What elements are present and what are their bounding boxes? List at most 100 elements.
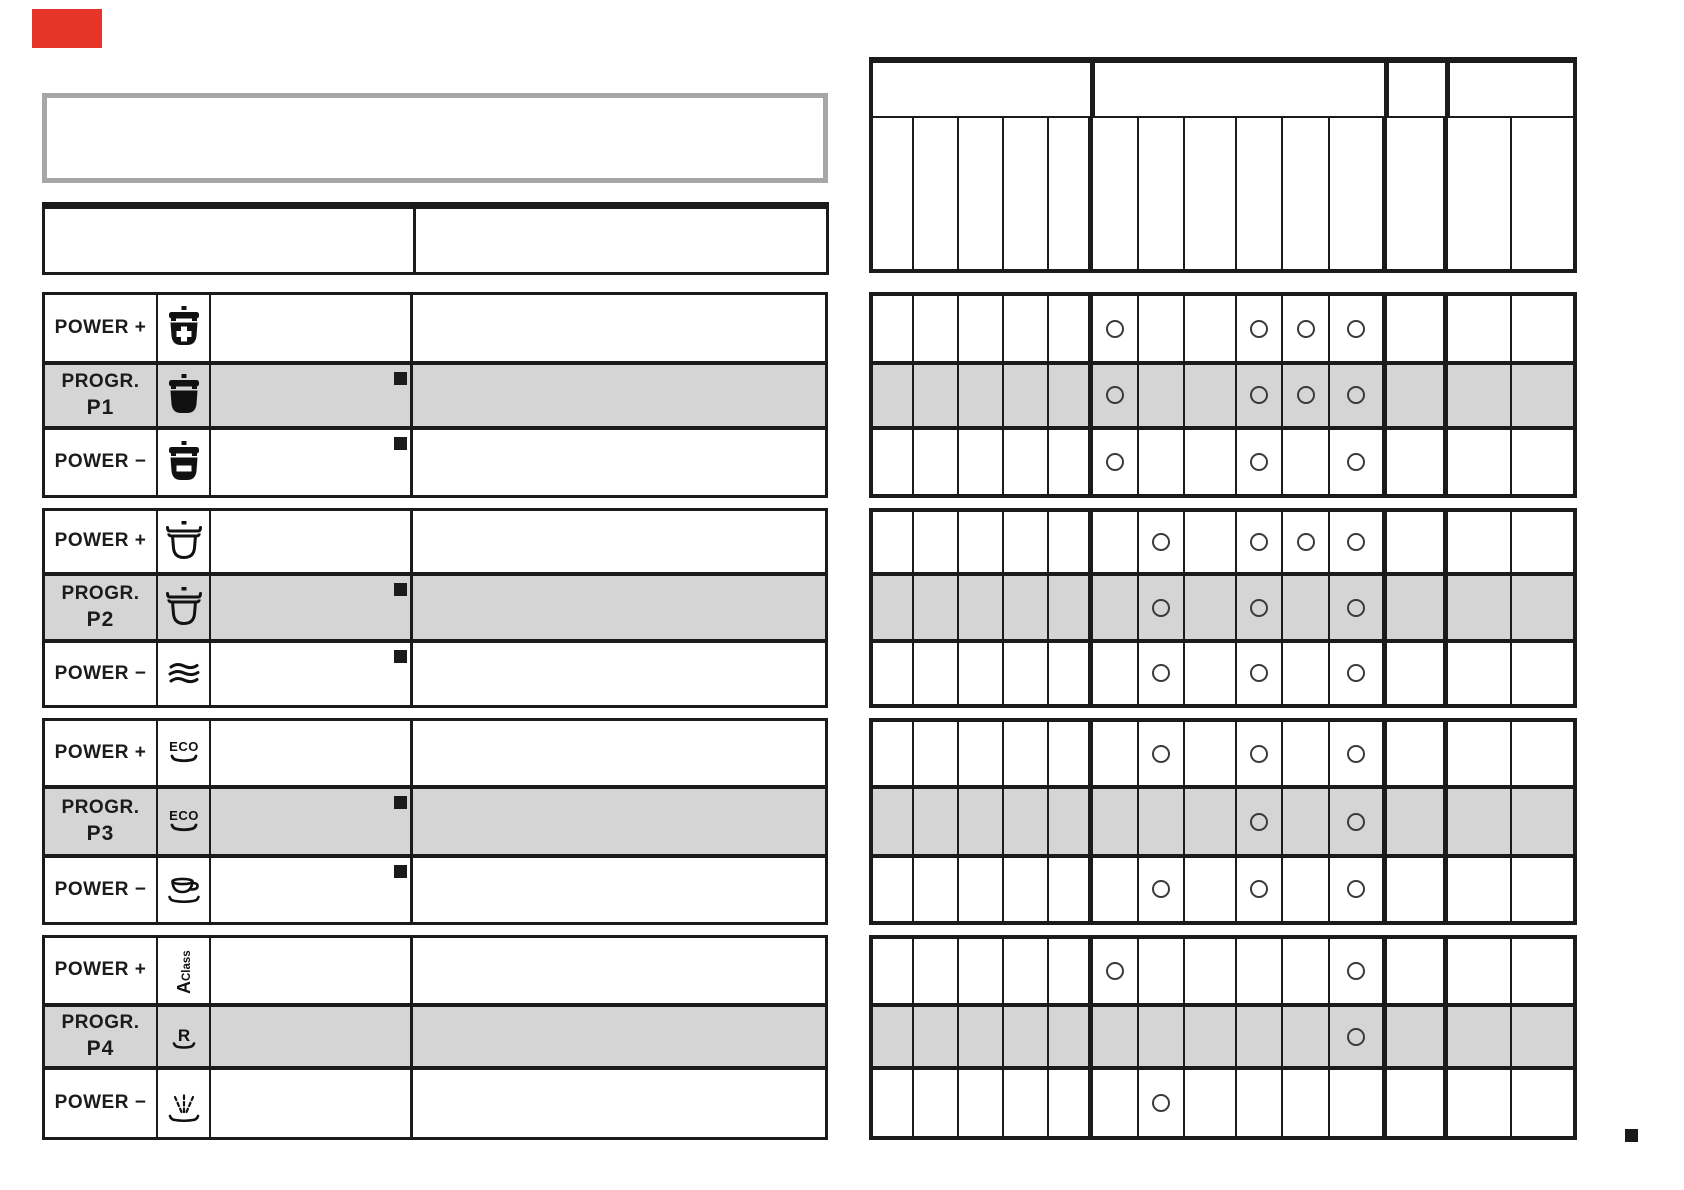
- program-notes-cell: [413, 576, 825, 639]
- grid-cell: [1237, 939, 1283, 1004]
- grid-cell: [1330, 857, 1387, 922]
- grid-cell: [873, 857, 914, 922]
- program-description-cell: [211, 576, 413, 639]
- grid-cell: [1093, 429, 1139, 494]
- rapid-r-icon: R: [164, 1014, 204, 1060]
- grid-cell: [1448, 939, 1512, 1004]
- program-row-label-cell: POWER +: [45, 295, 158, 361]
- grid-cell: [1387, 939, 1448, 1004]
- program-row-label-cell: PROGR. P3: [45, 789, 158, 854]
- grid-cell: [959, 722, 1004, 786]
- program-notes-cell: [413, 295, 825, 361]
- option-dot: [1347, 598, 1365, 617]
- eco-icon: ECO: [164, 730, 204, 776]
- option-dot: [1347, 533, 1365, 552]
- option-row: [873, 512, 1573, 573]
- program-icon-cell: [158, 430, 211, 495]
- header-group-cell-1: [873, 63, 1095, 116]
- svg-text:ECO: ECO: [169, 739, 199, 754]
- program-icon-cell: [158, 576, 211, 639]
- header-column-cell: [1330, 118, 1387, 269]
- option-row: [873, 722, 1573, 786]
- header-column-cell: [1004, 118, 1049, 269]
- program-row-label-cell: POWER −: [45, 643, 158, 705]
- program-notes-cell: [413, 430, 825, 495]
- prewash-spray-icon: [164, 1081, 204, 1127]
- option-row-highlighted: [873, 785, 1573, 858]
- grid-cell: [1237, 642, 1283, 704]
- header-column-cell: [1093, 118, 1139, 269]
- program-notes-cell: [413, 1007, 825, 1066]
- grid-cell: [1049, 1007, 1093, 1066]
- pan-outline-icon: [164, 519, 204, 565]
- option-dot: [1106, 452, 1124, 471]
- grid-cell: [1093, 576, 1139, 639]
- grid-cell: [1448, 722, 1512, 786]
- grid-cell: [1283, 576, 1330, 639]
- program-row-label: PROGR.: [61, 371, 140, 392]
- option-dot: [1152, 1093, 1170, 1112]
- program-icon-cell: [158, 365, 211, 426]
- grid-cell: [1283, 789, 1330, 854]
- grid-cell: [1330, 1069, 1387, 1136]
- grid-cell: [1139, 642, 1185, 704]
- option-grid-group-4: [869, 935, 1577, 1140]
- grid-cell: [1283, 642, 1330, 704]
- grid-cell: [873, 939, 914, 1004]
- grid-cell: [1330, 789, 1387, 854]
- grid-cell: [873, 722, 914, 786]
- grid-cell: [873, 1069, 914, 1136]
- program-icon-cell: ECO: [158, 789, 211, 854]
- grid-cell: [1237, 1069, 1283, 1136]
- grid-cell: [1004, 1069, 1049, 1136]
- grid-cell: [1387, 722, 1448, 786]
- header-group-cell-4: [1450, 63, 1573, 116]
- note-box: [42, 93, 828, 183]
- grid-cell: [1387, 789, 1448, 854]
- option-dot: [1347, 880, 1365, 899]
- grid-cell: [914, 1007, 959, 1066]
- grid-cell: [1512, 789, 1573, 853]
- option-dot: [1106, 319, 1124, 338]
- grid-cell: [1093, 1069, 1139, 1136]
- grid-cell: [1283, 722, 1330, 786]
- grid-cell: [959, 296, 1004, 362]
- grid-cell: [1283, 1007, 1330, 1066]
- option-dot: [1347, 664, 1365, 683]
- grid-cell: [1237, 722, 1283, 786]
- program-row: POWER −: [45, 643, 825, 705]
- grid-cell: [959, 1069, 1004, 1136]
- program-description-cell: [211, 365, 413, 426]
- program-row-highlighted: PROGR. P4 R: [45, 1003, 825, 1070]
- program-icon-cell: R: [158, 1007, 211, 1066]
- grid-cell: [1448, 576, 1512, 639]
- grid-cell: [959, 365, 1004, 426]
- program-row: POWER −: [45, 858, 825, 922]
- footnote-square-marker: [394, 583, 407, 596]
- header-column-cell: [914, 118, 959, 269]
- program-group-table-P2: POWER + PROGR. P2 POWER −: [42, 508, 828, 708]
- program-group-table-P3: POWER + ECO PROGR. P3 ECO POWER −: [42, 718, 828, 925]
- program-code: P4: [86, 1036, 115, 1060]
- program-row-label-cell: POWER −: [45, 1070, 158, 1137]
- grid-cell: [1004, 1007, 1049, 1066]
- option-row-highlighted: [873, 572, 1573, 643]
- grid-cell: [1330, 939, 1387, 1004]
- footnote-square-marker: [394, 865, 407, 878]
- program-row-highlighted: PROGR. P2: [45, 572, 825, 643]
- program-row-label: POWER −: [54, 662, 147, 684]
- program-notes-cell: [413, 938, 825, 1003]
- program-row-label: PROGR.: [61, 1012, 140, 1033]
- grid-cell: [1512, 643, 1573, 704]
- grid-cell: [959, 1007, 1004, 1066]
- grid-cell: [1139, 296, 1185, 362]
- program-row-highlighted: PROGR. P1: [45, 361, 825, 430]
- grid-cell: [1049, 857, 1093, 922]
- page-corner-square: [1625, 1129, 1638, 1142]
- program-row-label-cell: POWER −: [45, 430, 158, 495]
- grid-cell: [873, 429, 914, 494]
- program-row-label-cell: POWER +: [45, 511, 158, 572]
- left-header-cell-2: [416, 209, 826, 272]
- option-dot: [1250, 598, 1268, 617]
- program-description-cell: [211, 858, 413, 922]
